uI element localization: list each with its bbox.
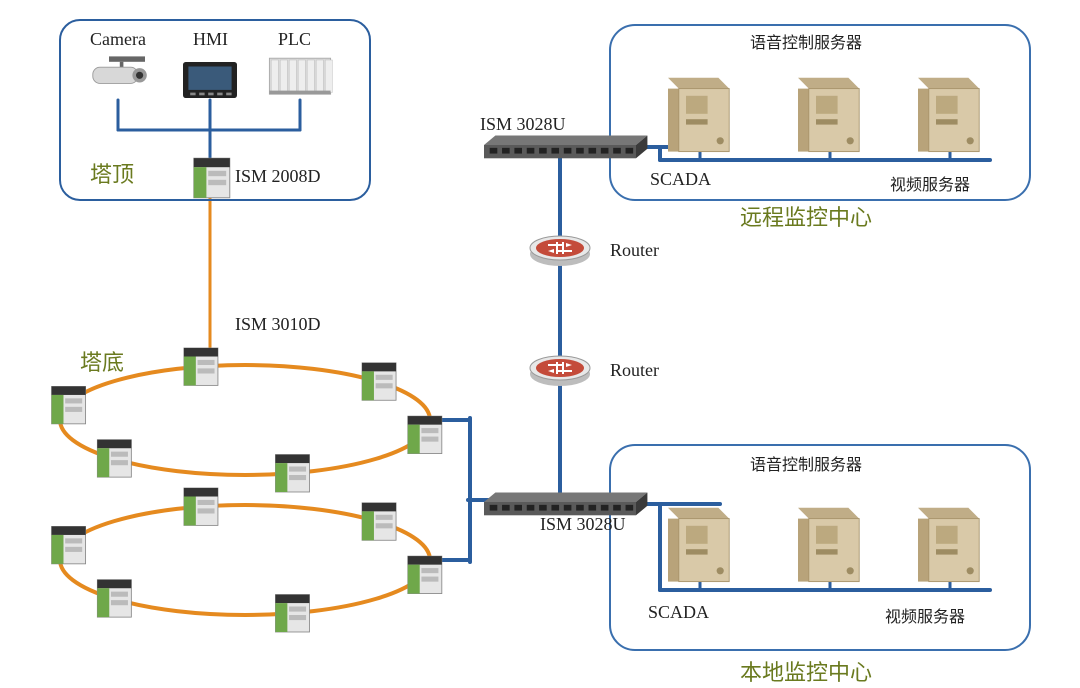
label-local-voice: 语音控制服务器 — [750, 456, 862, 474]
label-local-center: 本地监控中心 — [740, 660, 872, 685]
label-tower-bottom: 塔底 — [80, 350, 124, 375]
router-bottom — [530, 356, 590, 386]
label-remote-center: 远程监控中心 — [740, 205, 872, 230]
ring2-switch-0 — [184, 488, 218, 525]
ring2-switch-1 — [362, 503, 396, 540]
remote-server-video — [918, 78, 979, 152]
label-remote-scada: SCADA — [650, 169, 711, 189]
ring1-switch-0 — [184, 348, 218, 385]
local-server-voice — [798, 508, 859, 582]
ring1-switch-4 — [97, 440, 131, 477]
remote-server-scada — [668, 78, 729, 152]
label-remote-voice: 语音控制服务器 — [750, 34, 862, 52]
label-local-video: 视频服务器 — [885, 608, 965, 626]
label-local-scada: SCADA — [648, 602, 709, 622]
ring1-switch-5 — [52, 386, 86, 423]
label-plc: PLC — [278, 29, 311, 49]
rack-top — [484, 136, 647, 159]
label-rack-top: ISM 3028U — [480, 114, 566, 134]
ring2-switch-2 — [408, 556, 442, 593]
router-top — [530, 236, 590, 266]
ring2-switch-3 — [275, 595, 309, 632]
ring1-switch-2 — [408, 416, 442, 453]
label-ism3010d: ISM 3010D — [235, 314, 321, 334]
network-diagram: Camera HMI PLC 塔顶 ISM 2008D 塔底 ISM 3010D ISM 30… — [0, 0, 1080, 688]
label-tower-top: 塔顶 — [90, 162, 134, 187]
switch-ism2008d — [194, 158, 230, 198]
label-ism2008d: ISM 2008D — [235, 166, 321, 186]
plc-icon — [269, 58, 332, 94]
hmi-icon — [183, 62, 237, 98]
rack-bottom — [484, 493, 647, 516]
local-server-video — [918, 508, 979, 582]
ring1-switch-1 — [362, 363, 396, 400]
label-camera: Camera — [90, 29, 146, 49]
label-remote-video: 视频服务器 — [890, 176, 970, 194]
label-hmi: HMI — [193, 29, 228, 49]
ring2-switch-4 — [97, 580, 131, 617]
ring2-switch-5 — [52, 526, 86, 563]
label-rack-bottom: ISM 3028U — [540, 514, 626, 534]
label-router-1: Router — [610, 240, 659, 260]
camera-icon — [93, 56, 147, 83]
remote-server-voice — [798, 78, 859, 152]
label-router-2: Router — [610, 360, 659, 380]
local-server-scada — [668, 508, 729, 582]
ring1-switch-3 — [275, 455, 309, 492]
